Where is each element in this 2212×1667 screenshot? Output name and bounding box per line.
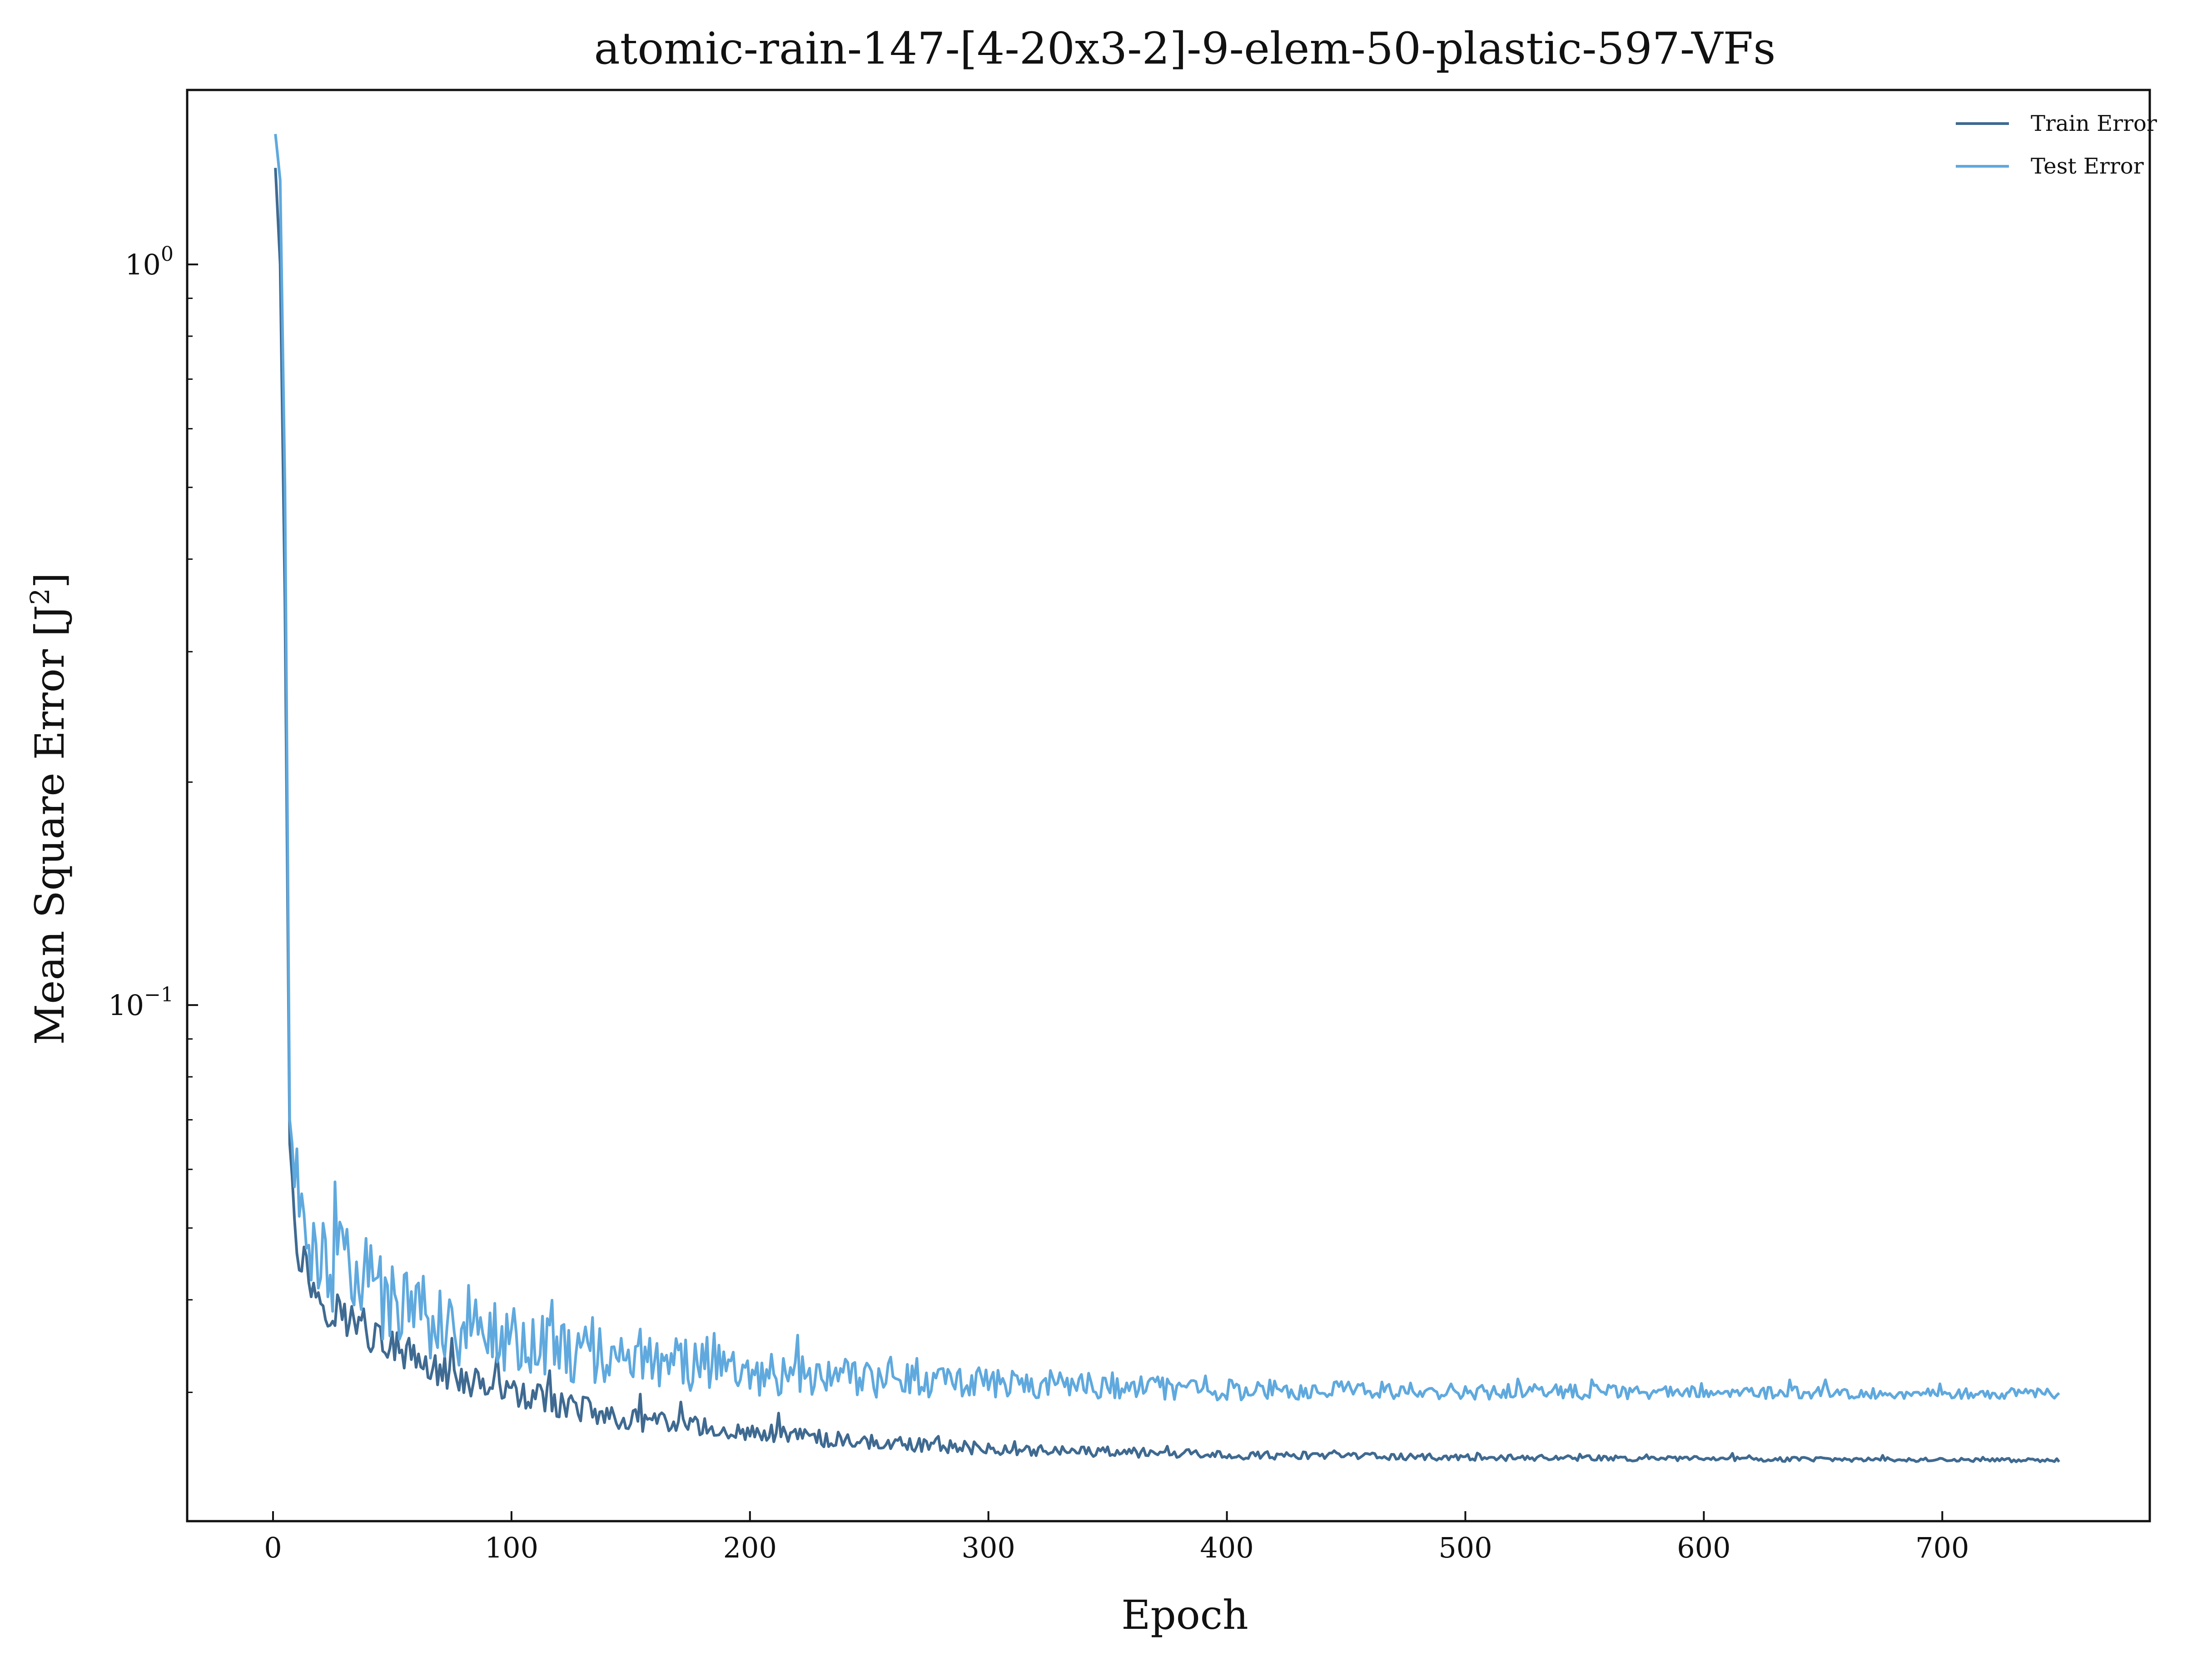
- series-line-train: [274, 168, 2060, 1463]
- x-tick-label: 700: [1915, 1531, 1969, 1564]
- y-tick-label: 10−1: [108, 983, 174, 1022]
- plot-lines: [274, 134, 2060, 1463]
- series-line-test: [274, 134, 2060, 1402]
- y-axis-label-close: ]: [26, 572, 73, 588]
- x-axis-label: Epoch: [1121, 1592, 1248, 1638]
- legend-label: Train Error: [2031, 111, 2157, 136]
- x-tick-label: 100: [485, 1531, 538, 1564]
- x-tick-label: 500: [1438, 1531, 1492, 1564]
- y-axis-label-main: Mean Square Error [J: [26, 605, 73, 1045]
- legend: Train Error Test Error: [1956, 111, 2157, 179]
- x-tick-label: 600: [1677, 1531, 1730, 1564]
- x-tick-label: 400: [1200, 1531, 1253, 1564]
- y-axis-label-exponent: 2: [25, 588, 55, 605]
- chart-title: atomic-rain-147-[4-20x3-2]-9-elem-50-pla…: [594, 23, 1776, 74]
- legend-label: Test Error: [2031, 154, 2144, 179]
- y-axis: 100 10−1: [108, 243, 198, 1393]
- x-tick-label: 300: [962, 1531, 1015, 1564]
- plot-frame: [186, 89, 2151, 1523]
- x-axis: 0 100 200 300 400 500 600 700: [264, 1511, 1969, 1564]
- y-axis-label: Mean Square Error [J2]: [25, 572, 73, 1045]
- x-tick-label: 0: [264, 1531, 282, 1564]
- x-tick-label: 200: [723, 1531, 777, 1564]
- y-tick-label: 100: [125, 243, 174, 281]
